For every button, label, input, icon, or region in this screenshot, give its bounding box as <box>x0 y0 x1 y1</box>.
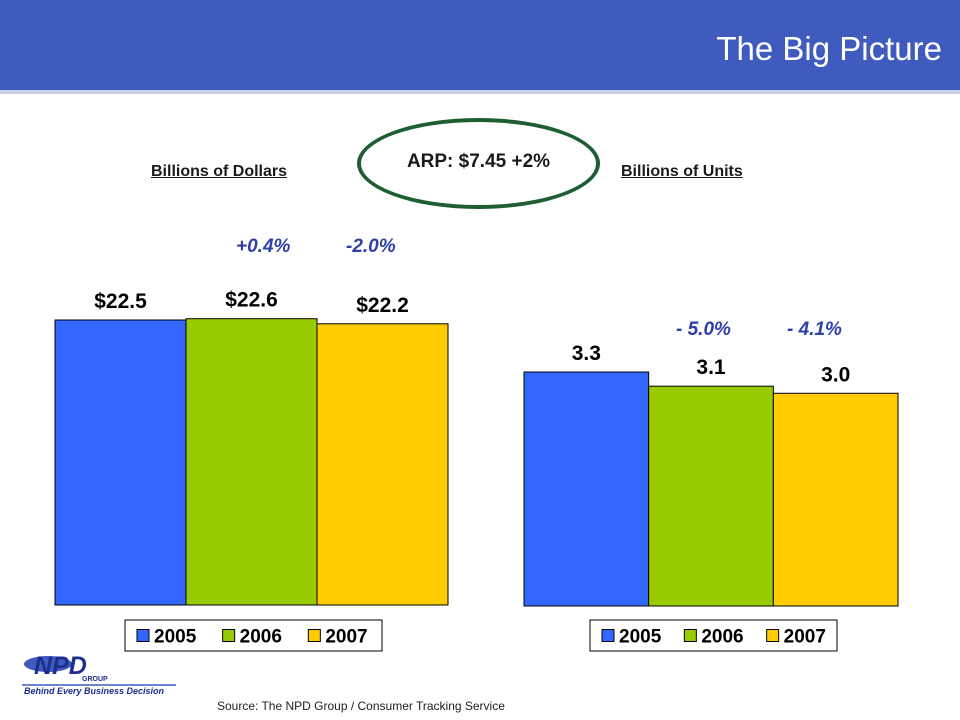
arp-label: ARP: $7.45 +2% <box>406 151 551 172</box>
units-legend-swatch-2005 <box>601 629 615 642</box>
units-change-2006: - 5.0% <box>676 319 731 340</box>
dollars-legend-swatch-2007 <box>307 629 321 642</box>
logo-group: GROUP <box>82 676 108 683</box>
units-bar-2005 <box>523 371 650 607</box>
dollars-legend-label-2005: 2005 <box>154 627 197 648</box>
dollars-bar-2007 <box>316 323 449 606</box>
units-legend <box>589 619 838 652</box>
dollars-subtitle: Billions of Dollars <box>151 163 288 180</box>
units-subtitle: Billions of Units <box>621 163 743 180</box>
units-legend-label-2006: 2006 <box>701 627 743 648</box>
units-legend-label-2005: 2005 <box>619 627 662 648</box>
logo-swoosh-icon <box>24 656 72 672</box>
logo-name: NPD <box>34 652 87 680</box>
units-legend-swatch-2007 <box>766 629 780 642</box>
units-label-2007: 3.0 <box>821 363 850 386</box>
title-bar-underline <box>0 90 960 94</box>
dollars-change-2007: -2.0% <box>346 236 396 257</box>
units-legend-label-2007: 2007 <box>784 627 826 648</box>
dollars-change-2006: +0.4% <box>236 236 291 257</box>
dollars-legend-swatch-2006 <box>222 629 236 642</box>
arp-oval <box>357 118 600 209</box>
slide-title: The Big Picture <box>716 30 942 67</box>
dollars-legend-label-2007: 2007 <box>325 627 367 648</box>
dollars-legend-swatch-2005 <box>136 629 150 642</box>
dollars-label-2005: $22.5 <box>94 290 147 313</box>
units-legend-swatch-2006 <box>683 629 697 642</box>
units-change-2007: - 4.1% <box>787 319 842 340</box>
units-bar-2006 <box>648 385 774 607</box>
units-label-2005: 3.3 <box>572 342 601 365</box>
dollars-legend-label-2006: 2006 <box>240 627 282 648</box>
source-note: Source: The NPD Group / Consumer Trackin… <box>217 699 505 713</box>
logo-tagline: Behind Every Business Decision <box>24 686 165 696</box>
dollars-label-2006: $22.6 <box>225 289 278 312</box>
npd-logo: NPD GROUP Behind Every Business Decision <box>22 652 176 696</box>
title-bar <box>0 0 960 90</box>
units-label-2006: 3.1 <box>696 356 726 379</box>
dollars-label-2007: $22.2 <box>356 294 409 317</box>
dollars-legend <box>124 619 383 652</box>
units-bar-2007 <box>772 392 899 607</box>
